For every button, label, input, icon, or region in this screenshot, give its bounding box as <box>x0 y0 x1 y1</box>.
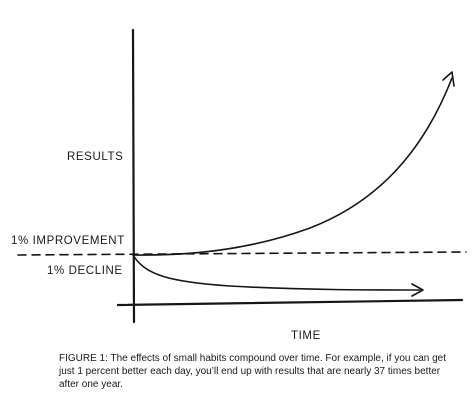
baseline-dashed <box>17 251 467 256</box>
habit-compound-diagram <box>17 28 467 324</box>
time-axis-label: TIME <box>291 330 321 342</box>
results-axis-label: RESULTS <box>67 151 124 163</box>
decline-arrowhead <box>411 283 424 297</box>
improvement-arrowhead <box>442 71 455 87</box>
decline-label: 1% DECLINE <box>47 265 123 277</box>
improvement-curve <box>132 77 453 256</box>
decline-curve <box>132 254 421 291</box>
figure-caption: FIGURE 1: The effects of small habits co… <box>59 353 447 390</box>
improvement-label: 1% IMPROVEMENT <box>11 235 125 247</box>
y-axis <box>131 28 136 324</box>
x-axis <box>116 298 464 307</box>
